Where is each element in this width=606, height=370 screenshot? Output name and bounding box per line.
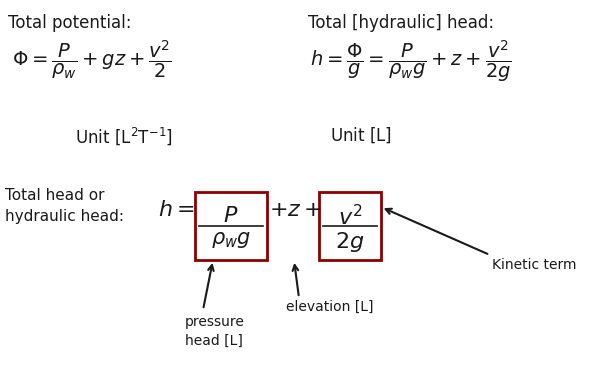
Text: Total head or
hydraulic head:: Total head or hydraulic head: xyxy=(5,188,124,224)
Text: $h =$: $h =$ xyxy=(158,200,195,220)
Text: Unit $[\mathrm{L}^2\mathrm{T}^{-1}]$: Unit $[\mathrm{L}^2\mathrm{T}^{-1}]$ xyxy=(75,125,173,147)
Text: pressure
head [L]: pressure head [L] xyxy=(185,315,245,347)
Text: Total [hydraulic] head:: Total [hydraulic] head: xyxy=(308,14,494,32)
Text: $P$: $P$ xyxy=(224,206,239,226)
Text: $2g$: $2g$ xyxy=(335,230,365,254)
Text: $h = \dfrac{\Phi}{g} = \dfrac{P}{\rho_w g} + z + \dfrac{v^2}{2g}$: $h = \dfrac{\Phi}{g} = \dfrac{P}{\rho_w … xyxy=(310,38,512,84)
Text: $\Phi = \dfrac{P}{\rho_w} + gz + \dfrac{v^2}{2}$: $\Phi = \dfrac{P}{\rho_w} + gz + \dfrac{… xyxy=(12,38,172,81)
Text: elevation [L]: elevation [L] xyxy=(286,300,373,314)
Bar xyxy=(319,192,381,260)
Text: $v^2$: $v^2$ xyxy=(338,204,362,229)
Text: Unit $[\mathrm{L}]$: Unit $[\mathrm{L}]$ xyxy=(330,125,392,145)
Text: $+ z +$: $+ z +$ xyxy=(269,200,322,220)
Text: Kinetic term: Kinetic term xyxy=(492,258,576,272)
Text: $\rho_w g$: $\rho_w g$ xyxy=(211,230,251,250)
Bar xyxy=(195,192,267,260)
Text: Total potential:: Total potential: xyxy=(8,14,132,32)
